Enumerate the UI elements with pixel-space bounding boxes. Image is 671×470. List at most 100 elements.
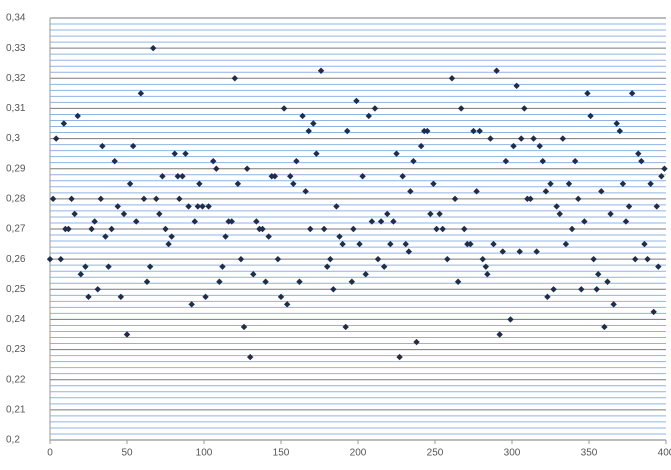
y-tick-label: 0,24	[6, 314, 26, 325]
data-point	[231, 75, 238, 82]
data-point	[350, 225, 357, 233]
data-point	[610, 301, 617, 308]
data-point	[259, 225, 266, 233]
data-point	[240, 323, 248, 331]
data-point	[562, 240, 570, 248]
data-point	[216, 278, 223, 285]
data-point	[143, 278, 151, 285]
data-point	[114, 203, 121, 210]
data-point	[280, 105, 288, 112]
data-point	[590, 255, 597, 263]
data-point	[253, 218, 260, 225]
data-point	[137, 90, 145, 97]
data-point	[650, 308, 657, 316]
data-point	[405, 248, 413, 255]
data-point	[507, 316, 514, 323]
data-point	[473, 188, 480, 195]
x-tick-label: 100	[196, 448, 213, 459]
data-point	[393, 150, 400, 157]
data-point	[88, 225, 95, 233]
data-point	[52, 135, 60, 142]
data-point	[327, 255, 334, 263]
data-point	[484, 271, 491, 278]
data-point	[320, 225, 328, 233]
data-point	[467, 240, 474, 248]
data-point	[510, 142, 517, 150]
data-point	[243, 165, 251, 172]
data-point	[424, 127, 431, 135]
data-point	[307, 225, 314, 233]
data-point	[542, 188, 550, 195]
data-point	[444, 255, 451, 263]
data-point	[283, 301, 291, 308]
data-point	[371, 105, 379, 112]
data-point	[196, 180, 203, 187]
x-tick-label: 300	[504, 448, 521, 459]
data-point	[324, 263, 331, 270]
data-point	[339, 240, 346, 248]
data-point	[156, 210, 163, 218]
data-point	[601, 323, 608, 331]
y-tick-label: 0,27	[6, 224, 26, 235]
data-point	[407, 188, 414, 195]
data-point	[396, 353, 403, 361]
x-tick-label: 250	[427, 448, 444, 459]
data-point	[641, 240, 648, 248]
data-point	[191, 218, 198, 225]
data-point	[199, 203, 206, 210]
data-point	[305, 127, 312, 135]
data-point	[94, 286, 101, 293]
data-point	[518, 135, 525, 142]
data-point	[344, 127, 351, 135]
y-tick-label: 0,33	[6, 43, 26, 54]
data-point	[593, 286, 600, 293]
y-tick-label: 0,29	[6, 163, 26, 174]
data-point	[571, 157, 579, 165]
data-point	[146, 263, 154, 270]
data-point	[622, 218, 630, 225]
data-point	[513, 82, 520, 90]
data-point	[661, 165, 668, 172]
data-point	[117, 293, 125, 301]
data-point	[547, 180, 554, 187]
data-point	[333, 203, 340, 210]
data-point	[153, 195, 160, 203]
data-point	[451, 195, 459, 203]
data-point	[250, 271, 257, 278]
y-tick-label: 0,23	[6, 344, 26, 355]
x-tick-label: 400	[658, 448, 671, 459]
data-point	[165, 240, 172, 248]
data-point	[222, 233, 229, 240]
data-point	[162, 225, 169, 233]
data-point	[368, 218, 376, 225]
data-point	[336, 233, 343, 240]
data-point	[330, 286, 337, 293]
data-point	[46, 255, 54, 263]
data-point	[77, 271, 84, 278]
data-point	[655, 263, 662, 270]
data-point	[310, 120, 317, 127]
data-point	[74, 112, 81, 120]
data-point	[133, 218, 140, 225]
data-point	[516, 248, 523, 255]
data-point	[274, 255, 282, 263]
data-point	[628, 90, 636, 97]
data-point	[176, 195, 183, 203]
data-point	[234, 180, 242, 187]
data-point	[185, 203, 192, 210]
data-point	[159, 173, 166, 180]
data-point	[182, 150, 189, 157]
data-point	[140, 195, 148, 203]
data-point	[342, 323, 349, 331]
data-point	[632, 255, 639, 263]
data-point	[123, 331, 131, 338]
data-point	[65, 225, 72, 233]
data-point	[111, 157, 118, 165]
data-point	[353, 97, 360, 105]
data-point	[430, 180, 437, 187]
data-point	[553, 203, 560, 210]
data-point	[262, 278, 269, 285]
data-point	[317, 67, 325, 74]
data-point	[470, 127, 477, 135]
